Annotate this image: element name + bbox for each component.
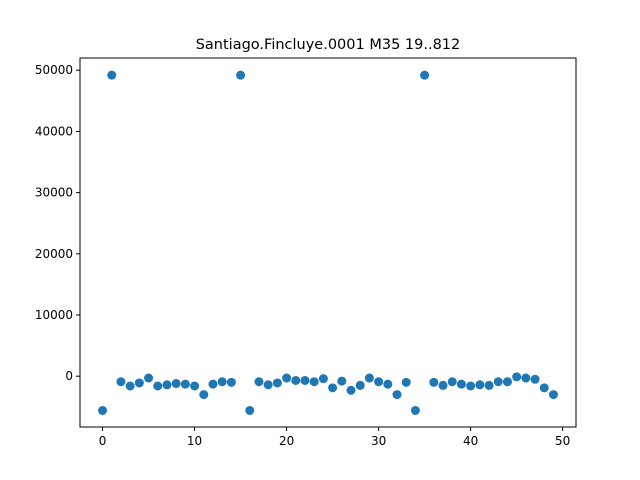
data-point — [263, 380, 273, 390]
x-tick-label: 10 — [187, 434, 202, 448]
data-point — [309, 377, 319, 387]
y-tick-label: 30000 — [35, 186, 73, 200]
plot-frame — [79, 57, 577, 428]
data-point — [144, 373, 154, 383]
data-point — [420, 70, 430, 80]
data-point — [272, 378, 282, 388]
x-axis: 0 10 20 30 40 50 — [99, 427, 570, 448]
data-point — [208, 379, 218, 389]
data-point — [475, 380, 485, 390]
x-tick-label: 40 — [463, 434, 478, 448]
data-point — [410, 405, 420, 415]
data-point — [364, 373, 374, 383]
data-point — [539, 383, 549, 393]
x-tick-label: 50 — [555, 434, 570, 448]
y-tick-label: 20000 — [35, 247, 73, 261]
y-tick-label: 10000 — [35, 308, 73, 322]
data-point — [199, 390, 209, 400]
data-point — [282, 373, 292, 383]
data-point — [346, 385, 356, 395]
data-point — [521, 373, 531, 383]
y-axis: 0 10000 20000 30000 40000 50000 — [35, 63, 80, 383]
x-tick-label: 0 — [99, 434, 107, 448]
y-tick-label: 40000 — [35, 124, 73, 138]
data-point — [429, 377, 439, 387]
data-point — [153, 381, 163, 391]
data-point — [530, 374, 540, 384]
data-point — [116, 377, 126, 387]
x-tick-label: 30 — [371, 434, 386, 448]
data-point — [98, 405, 108, 415]
data-point — [254, 377, 264, 387]
data-point — [447, 377, 457, 387]
data-point — [318, 374, 328, 384]
data-point — [548, 390, 558, 400]
data-point — [134, 378, 144, 388]
data-point — [236, 70, 246, 80]
data-point — [162, 380, 172, 390]
data-point — [502, 377, 512, 387]
data-point — [171, 379, 181, 389]
data-points — [98, 70, 558, 415]
data-point — [401, 377, 411, 387]
data-point — [456, 379, 466, 389]
data-point — [125, 381, 135, 391]
data-point — [466, 381, 476, 391]
x-tick-label: 20 — [279, 434, 294, 448]
data-point — [217, 377, 227, 387]
data-point — [328, 383, 338, 393]
chart-title: Santiago.Fincluye.0001 M35 19..812 — [196, 37, 461, 53]
data-point — [190, 381, 200, 391]
data-point — [300, 375, 310, 385]
data-point — [374, 377, 384, 387]
y-tick-label: 0 — [65, 369, 73, 383]
data-point — [392, 390, 402, 400]
data-point — [493, 377, 503, 387]
data-point — [107, 70, 117, 80]
data-point — [438, 380, 448, 390]
y-tick-label: 50000 — [35, 63, 73, 77]
data-point — [383, 379, 393, 389]
data-point — [484, 380, 494, 390]
data-point — [291, 375, 301, 385]
data-point — [180, 379, 190, 389]
data-point — [226, 377, 236, 387]
data-point — [355, 380, 365, 390]
data-point — [337, 376, 347, 386]
data-point — [512, 372, 522, 382]
data-point — [245, 405, 255, 415]
